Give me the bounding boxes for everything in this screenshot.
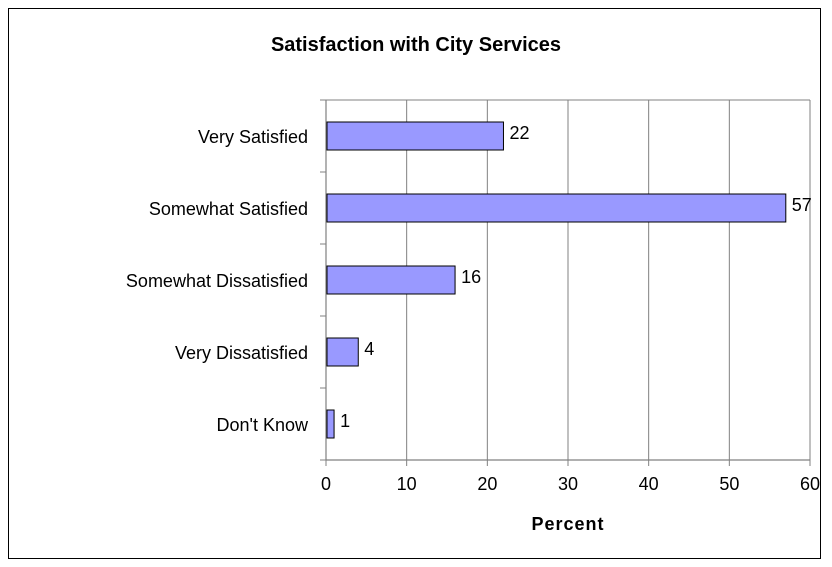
x-tick-label-0: 0 bbox=[321, 474, 331, 494]
bars bbox=[326, 121, 787, 439]
chart-title: Satisfaction with City Services bbox=[270, 34, 562, 56]
value-label-don-t-know: 1 bbox=[340, 411, 350, 431]
labels: 0 10 20 30 40 50 60 Very Satisfied 22 Somewhat Sa… bbox=[126, 123, 820, 494]
x-tick-label-60: 60 bbox=[800, 474, 820, 494]
category-label-very-dissatisfied: Very Dissatisfied bbox=[175, 343, 308, 363]
x-tick-label-10: 10 bbox=[397, 474, 417, 494]
x-tick-label-20: 20 bbox=[477, 474, 497, 494]
x-axis-label: Percent bbox=[531, 514, 604, 534]
bar-somewhat-dissatisfied bbox=[326, 265, 456, 295]
category-label-don-t-know: Don't Know bbox=[217, 415, 309, 435]
value-label-very-dissatisfied: 4 bbox=[364, 339, 374, 359]
category-label-very-satisfied: Very Satisfied bbox=[198, 127, 308, 147]
category-label-somewhat-satisfied: Somewhat Satisfied bbox=[149, 199, 308, 219]
value-label-very-satisfied: 22 bbox=[509, 123, 529, 143]
value-label-somewhat-dissatisfied: 16 bbox=[461, 267, 481, 287]
axes bbox=[320, 99, 811, 466]
x-tick-label-40: 40 bbox=[639, 474, 659, 494]
bar-very-dissatisfied bbox=[326, 337, 359, 367]
bar-very-satisfied bbox=[326, 121, 504, 151]
bar-don-t-know bbox=[326, 409, 335, 439]
x-tick-label-30: 30 bbox=[558, 474, 578, 494]
category-label-somewhat-dissatisfied: Somewhat Dissatisfied bbox=[126, 271, 308, 291]
bar-somewhat-satisfied bbox=[326, 193, 787, 223]
x-tick-label-50: 50 bbox=[719, 474, 739, 494]
value-label-somewhat-satisfied: 57 bbox=[792, 195, 812, 215]
